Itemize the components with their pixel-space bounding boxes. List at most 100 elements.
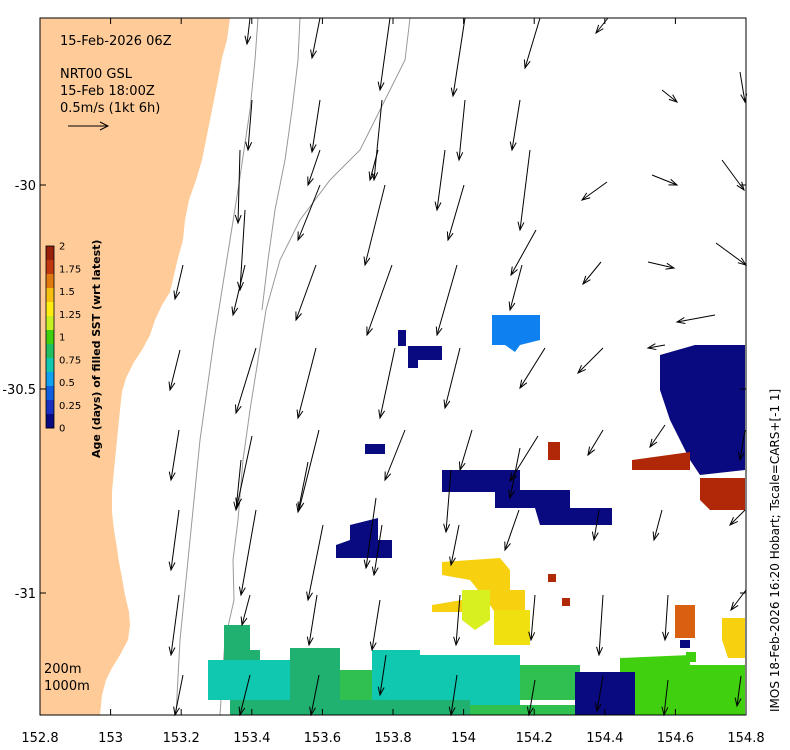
- velocity-arrow: [368, 149, 379, 182]
- colorbar-title: Age (days) of filled SST (wrt latest): [90, 240, 103, 458]
- velocity-arrow: [652, 509, 663, 542]
- velocity-arrow: [528, 594, 536, 642]
- velocity-arrow: [443, 347, 461, 410]
- velocity-arrows: [168, 17, 748, 717]
- colorbar-segment: [46, 288, 54, 303]
- x-tick-label: 152.8: [21, 731, 58, 746]
- velocity-arrow: [378, 347, 396, 420]
- velocity-arrow: [580, 181, 608, 201]
- velocity-arrow: [662, 594, 669, 642]
- y-tick-label: -31: [15, 587, 36, 602]
- velocity-arrow: [456, 99, 466, 162]
- velocity-arrow: [508, 447, 521, 500]
- velocity-arrow: [519, 347, 546, 390]
- colorbar-segment: [46, 344, 54, 359]
- colorbar-tick-label: 1: [59, 333, 65, 344]
- velocity-arrow: [582, 261, 602, 286]
- contour-200m: [175, 17, 259, 716]
- velocity-arrow: [309, 99, 321, 154]
- velocity-arrow: [734, 675, 742, 708]
- colorbar-segment: [46, 302, 54, 317]
- colorbar-segment: [46, 414, 54, 429]
- contour-1000m: [219, 17, 411, 716]
- velocity-arrow: [377, 654, 387, 697]
- colorbar-tick-label: 1.25: [59, 310, 81, 321]
- colorbar-segment: [46, 246, 54, 261]
- x-tick-label: 153.8: [374, 731, 411, 746]
- velocity-arrow: [245, 99, 253, 152]
- contour-label-200m: 200m: [44, 662, 82, 677]
- velocity-arrow: [363, 184, 386, 267]
- velocity-arrow: [661, 89, 679, 103]
- velocity-arrow: [595, 17, 609, 35]
- velocity-arrow: [371, 99, 383, 182]
- velocity-arrow: [377, 17, 391, 92]
- x-tick-label: 154.8: [727, 731, 764, 746]
- x-tick-label: 154: [451, 731, 476, 746]
- velocity-arrow: [307, 149, 321, 187]
- date-label: 15-Feb-2026 06Z: [60, 34, 172, 49]
- x-tick-label: 153: [98, 731, 123, 746]
- velocity-arrow: [363, 497, 377, 570]
- velocity-arrow: [295, 264, 317, 322]
- credit-text: IMOS 18-Feb-2026 16:20 Hobart; Tscale=CA…: [768, 389, 782, 712]
- velocity-arrow: [371, 524, 383, 577]
- velocity-arrow: [646, 343, 666, 351]
- velocity-arrow: [235, 435, 253, 508]
- velocity-arrow: [435, 264, 458, 337]
- colorbar-tick-label: 0.25: [59, 401, 81, 412]
- y-tick-label: -30: [15, 179, 36, 194]
- velocity-arrow: [306, 524, 324, 602]
- velocity-arrow: [231, 264, 246, 317]
- velocity-arrow: [458, 429, 473, 472]
- x-tick-label: 154.4: [586, 731, 623, 746]
- x-tick-label: 153.2: [163, 731, 200, 746]
- velocity-arrow: [434, 149, 446, 212]
- velocity-arrow: [523, 17, 541, 70]
- colorbar-tick-label: 0.75: [59, 355, 81, 366]
- velocity-arrow: [233, 459, 242, 512]
- velocity-arrow: [449, 524, 460, 567]
- colorbar-tick-label: 2: [59, 242, 65, 253]
- velocity-arrow: [509, 99, 521, 152]
- velocity-arrow: [594, 675, 604, 713]
- colorbar-segment: [46, 358, 54, 373]
- x-tick-label: 154.2: [516, 731, 553, 746]
- velocity-arrow: [675, 314, 716, 324]
- velocity-arrow: [366, 264, 393, 337]
- colorbar-segment: [46, 260, 54, 275]
- velocity-arrow: [596, 594, 604, 657]
- scale-arrow: [68, 121, 110, 131]
- velocity-arrow: [234, 347, 257, 415]
- colorbar: 2 1.75 1.5 1.25 1 0.75 0.5 0.25 0 Age (days) of f…: [45, 240, 103, 458]
- x-tick-label: 154.6: [657, 731, 694, 746]
- velocity-arrow: [517, 149, 531, 232]
- current-time-label: 15-Feb 18:00Z: [60, 84, 155, 99]
- velocity-arrow: [450, 17, 466, 98]
- velocity-arrow: [737, 429, 746, 462]
- velocity-arrow: [296, 347, 317, 420]
- velocity-arrow: [168, 509, 180, 572]
- velocity-arrow: [649, 424, 666, 449]
- velocity-arrow: [369, 599, 381, 652]
- velocity-arrow: [576, 347, 604, 375]
- colorbar-segment: [46, 316, 54, 331]
- velocity-arrow: [587, 429, 604, 457]
- source-label: NRT00 GSL: [60, 67, 132, 82]
- colorbar-frame: [45, 245, 55, 429]
- colorbar-segment: [46, 274, 54, 289]
- velocity-arrow: [173, 264, 184, 301]
- contour-label-1000m: 1000m: [44, 679, 90, 694]
- velocity-arrow: [446, 184, 465, 242]
- velocity-arrow: [168, 594, 180, 657]
- velocity-arrow: [238, 509, 257, 597]
- colorbar-tick-label: 1.75: [59, 264, 81, 275]
- velocity-arrow: [443, 469, 452, 534]
- velocity-arrow: [244, 17, 252, 46]
- velocity-arrow: [237, 209, 246, 292]
- colorbar-segment: [46, 400, 54, 415]
- velocity-arrow: [306, 594, 318, 647]
- velocity-arrow: [310, 17, 321, 60]
- velocity-arrow: [168, 429, 180, 482]
